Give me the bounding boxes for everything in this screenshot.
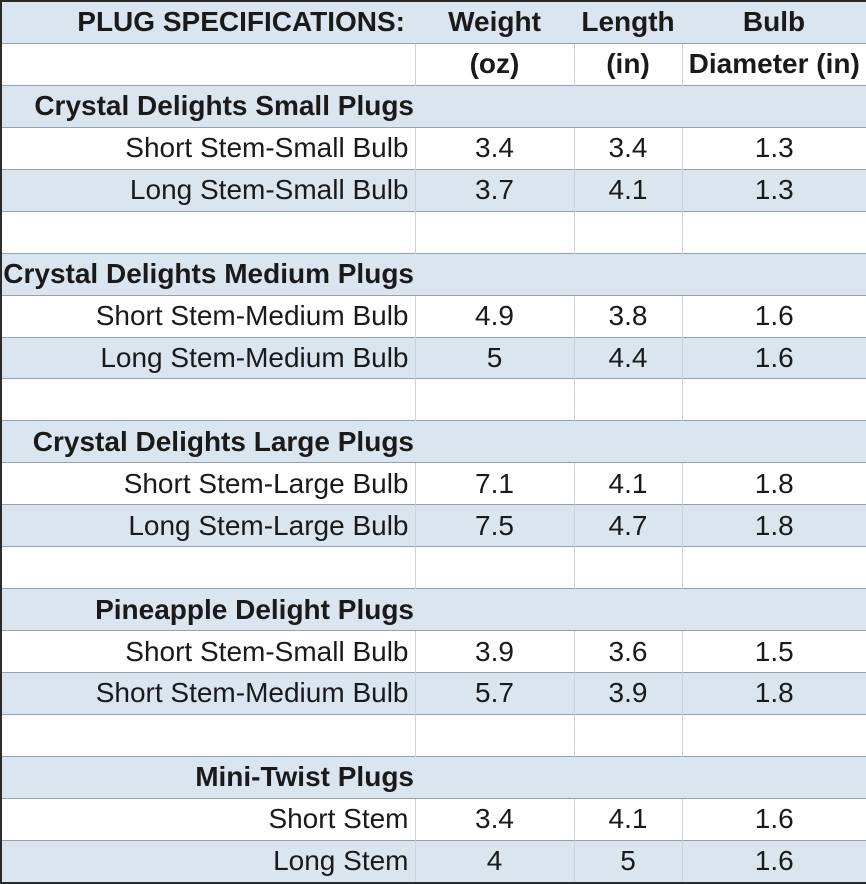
weight-value: 3.4 xyxy=(414,797,574,841)
spec-row: Short Stem-Large Bulb 7.1 4.1 1.8 xyxy=(1,462,866,505)
length-value: 4.7 xyxy=(573,504,682,547)
section-title: Mini-Twist Plugs xyxy=(1,755,866,799)
spec-row: Long Stem-Medium Bulb 5 4.4 1.6 xyxy=(1,336,866,379)
empty-cell xyxy=(573,713,682,757)
table-title: PLUG SPECIFICATIONS: xyxy=(1,1,415,44)
empty-cell xyxy=(681,713,866,757)
weight-value: 7.1 xyxy=(414,462,574,505)
length-value: 4.4 xyxy=(573,336,682,379)
empty-cell xyxy=(414,378,574,421)
spec-label: Short Stem-Small Bulb xyxy=(1,126,415,170)
bulb-value: 1.5 xyxy=(681,630,866,673)
units-row: (oz) (in) Diameter (in) xyxy=(1,42,866,86)
empty-cell xyxy=(681,378,866,421)
weight-value: 4.9 xyxy=(414,294,574,338)
bulb-value: 1.6 xyxy=(681,294,866,338)
weight-value: 5.7 xyxy=(414,672,574,715)
empty-cell xyxy=(681,210,866,254)
section-title: Pineapple Delight Plugs xyxy=(1,588,866,631)
spacer-row xyxy=(1,713,866,757)
bulb-value: 1.8 xyxy=(681,462,866,505)
section-header-row: Crystal Delights Large Plugs xyxy=(1,420,866,463)
spacer-row xyxy=(1,546,866,589)
spec-label: Long Stem xyxy=(1,839,415,883)
empty-cell xyxy=(573,378,682,421)
empty-cell xyxy=(1,378,415,421)
empty-cell xyxy=(414,713,574,757)
weight-value: 5 xyxy=(414,336,574,379)
length-value: 5 xyxy=(573,839,682,883)
empty-cell xyxy=(1,546,415,589)
bulb-unit-label: Diameter (in) xyxy=(681,42,866,86)
spec-label: Short Stem-Medium Bulb xyxy=(1,672,415,715)
spec-label: Short Stem-Medium Bulb xyxy=(1,294,415,338)
bulb-value: 1.6 xyxy=(681,797,866,841)
weight-value: 3.4 xyxy=(414,126,574,170)
section-header-row: Crystal Delights Medium Plugs xyxy=(1,252,866,296)
spacer-row xyxy=(1,210,866,254)
bulb-value: 1.3 xyxy=(681,168,866,212)
length-value: 3.4 xyxy=(573,126,682,170)
spec-row: Short Stem-Small Bulb 3.4 3.4 1.3 xyxy=(1,126,866,170)
bulb-value: 1.6 xyxy=(681,336,866,379)
bulb-value: 1.8 xyxy=(681,504,866,547)
empty-cell xyxy=(1,210,415,254)
empty-cell xyxy=(573,210,682,254)
table-header-row: PLUG SPECIFICATIONS: Weight Length Bulb xyxy=(1,1,866,44)
weight-value: 3.9 xyxy=(414,630,574,673)
empty-cell xyxy=(414,546,574,589)
bulb-column-header: Bulb xyxy=(682,1,866,44)
empty-cell xyxy=(681,546,866,589)
spacer-row xyxy=(1,378,866,421)
weight-unit-label: (oz) xyxy=(414,42,574,86)
spec-row: Short Stem-Medium Bulb 4.9 3.8 1.6 xyxy=(1,294,866,338)
length-column-header: Length xyxy=(574,1,682,44)
section-header-row: Pineapple Delight Plugs xyxy=(1,588,866,631)
spec-row: Long Stem-Large Bulb 7.5 4.7 1.8 xyxy=(1,504,866,547)
spec-row: Short Stem-Medium Bulb 5.7 3.9 1.8 xyxy=(1,672,866,715)
length-value: 4.1 xyxy=(573,168,682,212)
empty-cell xyxy=(1,42,415,86)
length-unit-label: (in) xyxy=(573,42,682,86)
spec-label: Short Stem-Large Bulb xyxy=(1,462,415,505)
spec-label: Long Stem-Small Bulb xyxy=(1,168,415,212)
length-value: 3.8 xyxy=(573,294,682,338)
spec-label: Short Stem-Small Bulb xyxy=(1,630,415,673)
section-title: Crystal Delights Large Plugs xyxy=(1,420,866,463)
empty-cell xyxy=(414,210,574,254)
length-value: 4.1 xyxy=(573,462,682,505)
spec-label: Short Stem xyxy=(1,797,415,841)
section-header-row: Mini-Twist Plugs xyxy=(1,755,866,799)
spec-label: Long Stem-Large Bulb xyxy=(1,504,415,547)
weight-column-header: Weight xyxy=(415,1,574,44)
weight-value: 7.5 xyxy=(414,504,574,547)
bulb-value: 1.6 xyxy=(681,839,866,883)
length-value: 4.1 xyxy=(573,797,682,841)
weight-value: 4 xyxy=(414,839,574,883)
length-value: 3.6 xyxy=(573,630,682,673)
spec-row: Short Stem-Small Bulb 3.9 3.6 1.5 xyxy=(1,630,866,673)
section-title: Crystal Delights Medium Plugs xyxy=(1,252,866,296)
weight-value: 3.7 xyxy=(414,168,574,212)
spec-row: Short Stem 3.4 4.1 1.6 xyxy=(1,797,866,841)
empty-cell xyxy=(1,713,415,757)
spec-row: Long Stem-Small Bulb 3.7 4.1 1.3 xyxy=(1,168,866,212)
bulb-value: 1.3 xyxy=(681,126,866,170)
section-header-row: Crystal Delights Small Plugs xyxy=(1,84,866,128)
bulb-value: 1.8 xyxy=(681,672,866,715)
empty-cell xyxy=(573,546,682,589)
section-title: Crystal Delights Small Plugs xyxy=(1,84,866,128)
spec-label: Long Stem-Medium Bulb xyxy=(1,336,415,379)
length-value: 3.9 xyxy=(573,672,682,715)
spec-row: Long Stem 4 5 1.6 xyxy=(1,839,866,883)
